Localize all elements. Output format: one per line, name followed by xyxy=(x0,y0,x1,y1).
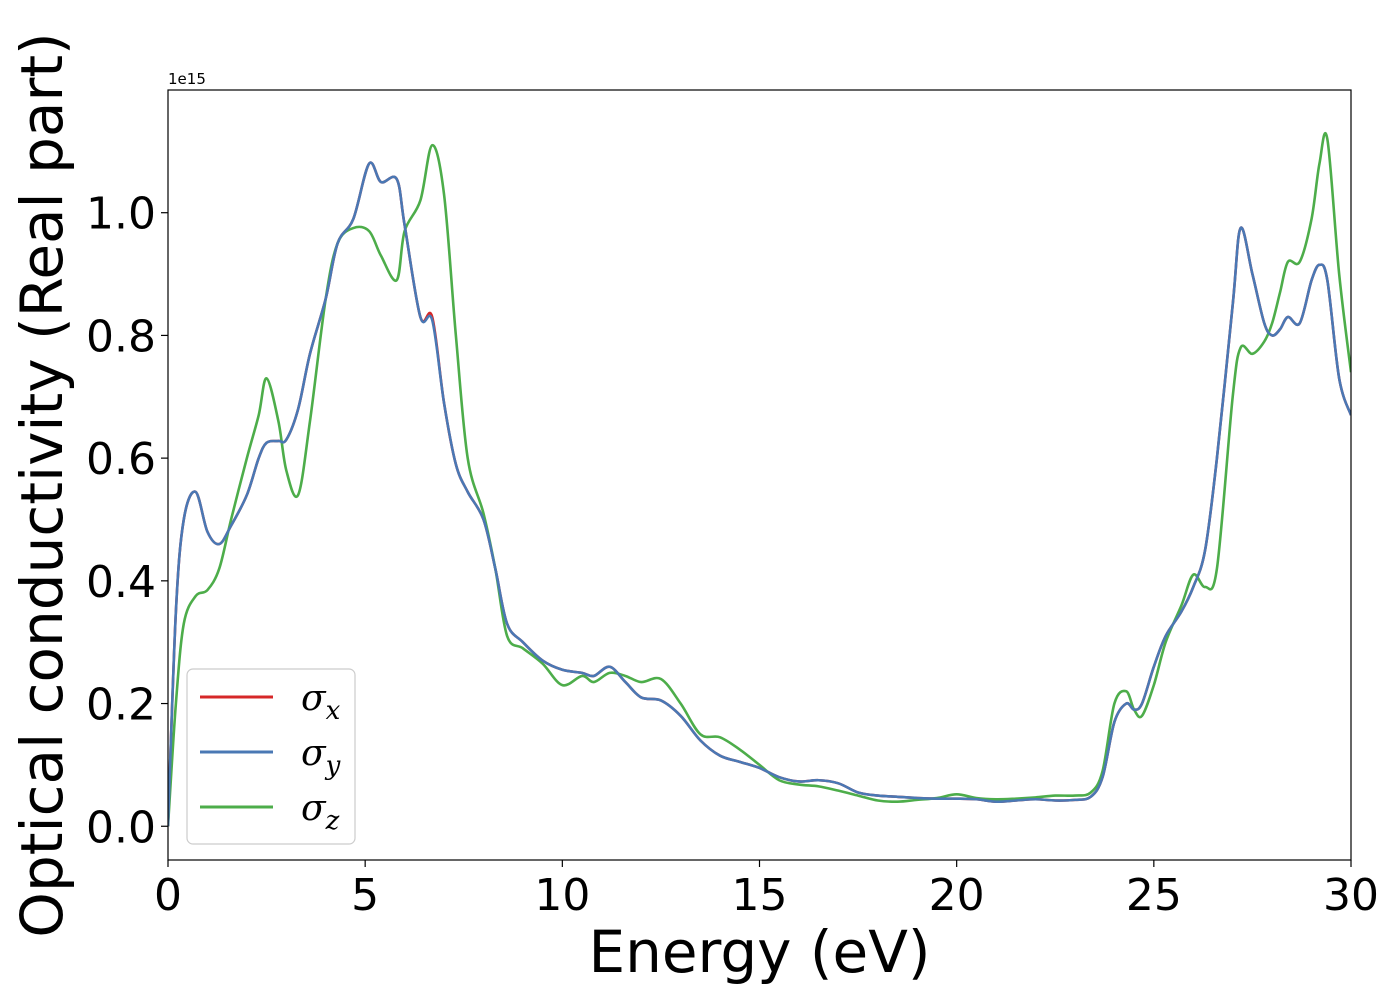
series-line-y xyxy=(168,161,1351,827)
series-layer xyxy=(168,131,1351,827)
x-tick-label: 25 xyxy=(1126,870,1182,921)
y-axis-label: Optical conductivity (Real part) xyxy=(8,32,76,937)
x-tick-label: 0 xyxy=(154,870,182,921)
y-axis-ticks: 0.0 0.2 0.4 0.6 0.8 1.0 xyxy=(86,189,168,853)
y-tick-label: 0.2 xyxy=(86,680,156,731)
y-offset-label: 1e15 xyxy=(168,70,206,88)
series-line-z xyxy=(168,131,1351,827)
x-tick-label: 10 xyxy=(534,870,590,921)
x-tick-label: 5 xyxy=(351,870,379,921)
x-tick-label: 20 xyxy=(929,870,985,921)
y-tick-label: 0.6 xyxy=(86,434,156,485)
legend-box xyxy=(186,668,356,845)
x-tick-label: 30 xyxy=(1323,870,1379,921)
x-axis-label: Energy (eV) xyxy=(588,918,930,986)
y-tick-label: 0.4 xyxy=(86,557,156,608)
y-tick-label: 0.8 xyxy=(86,311,156,362)
y-tick-label: 1.0 xyxy=(86,189,156,240)
y-tick-label: 0.0 xyxy=(86,802,156,853)
x-axis-ticks: 0 5 10 15 20 25 30 xyxy=(154,860,1379,921)
x-tick-label: 15 xyxy=(732,870,788,921)
